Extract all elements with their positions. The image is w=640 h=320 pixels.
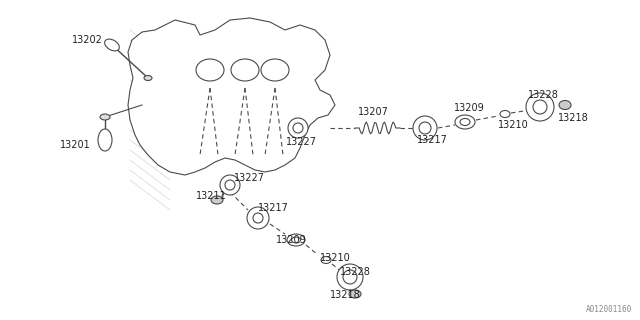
Ellipse shape xyxy=(144,76,152,81)
Circle shape xyxy=(253,213,263,223)
Ellipse shape xyxy=(349,290,361,298)
Circle shape xyxy=(526,93,554,121)
Ellipse shape xyxy=(321,257,331,263)
Text: 13227: 13227 xyxy=(234,173,265,183)
Text: 13218: 13218 xyxy=(330,290,361,300)
Circle shape xyxy=(413,116,437,140)
Circle shape xyxy=(220,175,240,195)
Circle shape xyxy=(343,270,357,284)
Text: 13202: 13202 xyxy=(72,35,103,45)
Circle shape xyxy=(288,118,308,138)
Ellipse shape xyxy=(211,196,223,204)
Ellipse shape xyxy=(500,110,510,117)
Text: 13211: 13211 xyxy=(196,191,227,201)
Text: 13228: 13228 xyxy=(340,267,371,277)
Text: 13227: 13227 xyxy=(286,137,317,147)
Ellipse shape xyxy=(100,114,110,120)
Text: 13209: 13209 xyxy=(454,103,484,113)
Text: 13207: 13207 xyxy=(358,107,389,117)
Ellipse shape xyxy=(231,59,259,81)
Text: 13217: 13217 xyxy=(258,203,289,213)
Text: 13218: 13218 xyxy=(558,113,589,123)
Ellipse shape xyxy=(98,129,112,151)
Circle shape xyxy=(419,122,431,134)
Text: 13210: 13210 xyxy=(320,253,351,263)
Circle shape xyxy=(337,264,363,290)
Text: 13217: 13217 xyxy=(417,135,448,145)
Circle shape xyxy=(293,123,303,133)
Text: 13201: 13201 xyxy=(60,140,91,150)
Circle shape xyxy=(247,207,269,229)
Circle shape xyxy=(225,180,235,190)
Ellipse shape xyxy=(291,237,301,243)
Text: 13209: 13209 xyxy=(276,235,307,245)
Ellipse shape xyxy=(460,118,470,125)
Text: 13210: 13210 xyxy=(498,120,529,130)
Ellipse shape xyxy=(196,59,224,81)
Text: A012001160: A012001160 xyxy=(586,305,632,314)
Ellipse shape xyxy=(261,59,289,81)
Polygon shape xyxy=(128,18,335,175)
Ellipse shape xyxy=(287,234,305,246)
Ellipse shape xyxy=(559,100,571,109)
Circle shape xyxy=(533,100,547,114)
Text: 13228: 13228 xyxy=(528,90,559,100)
Ellipse shape xyxy=(104,39,120,51)
Ellipse shape xyxy=(455,115,475,129)
